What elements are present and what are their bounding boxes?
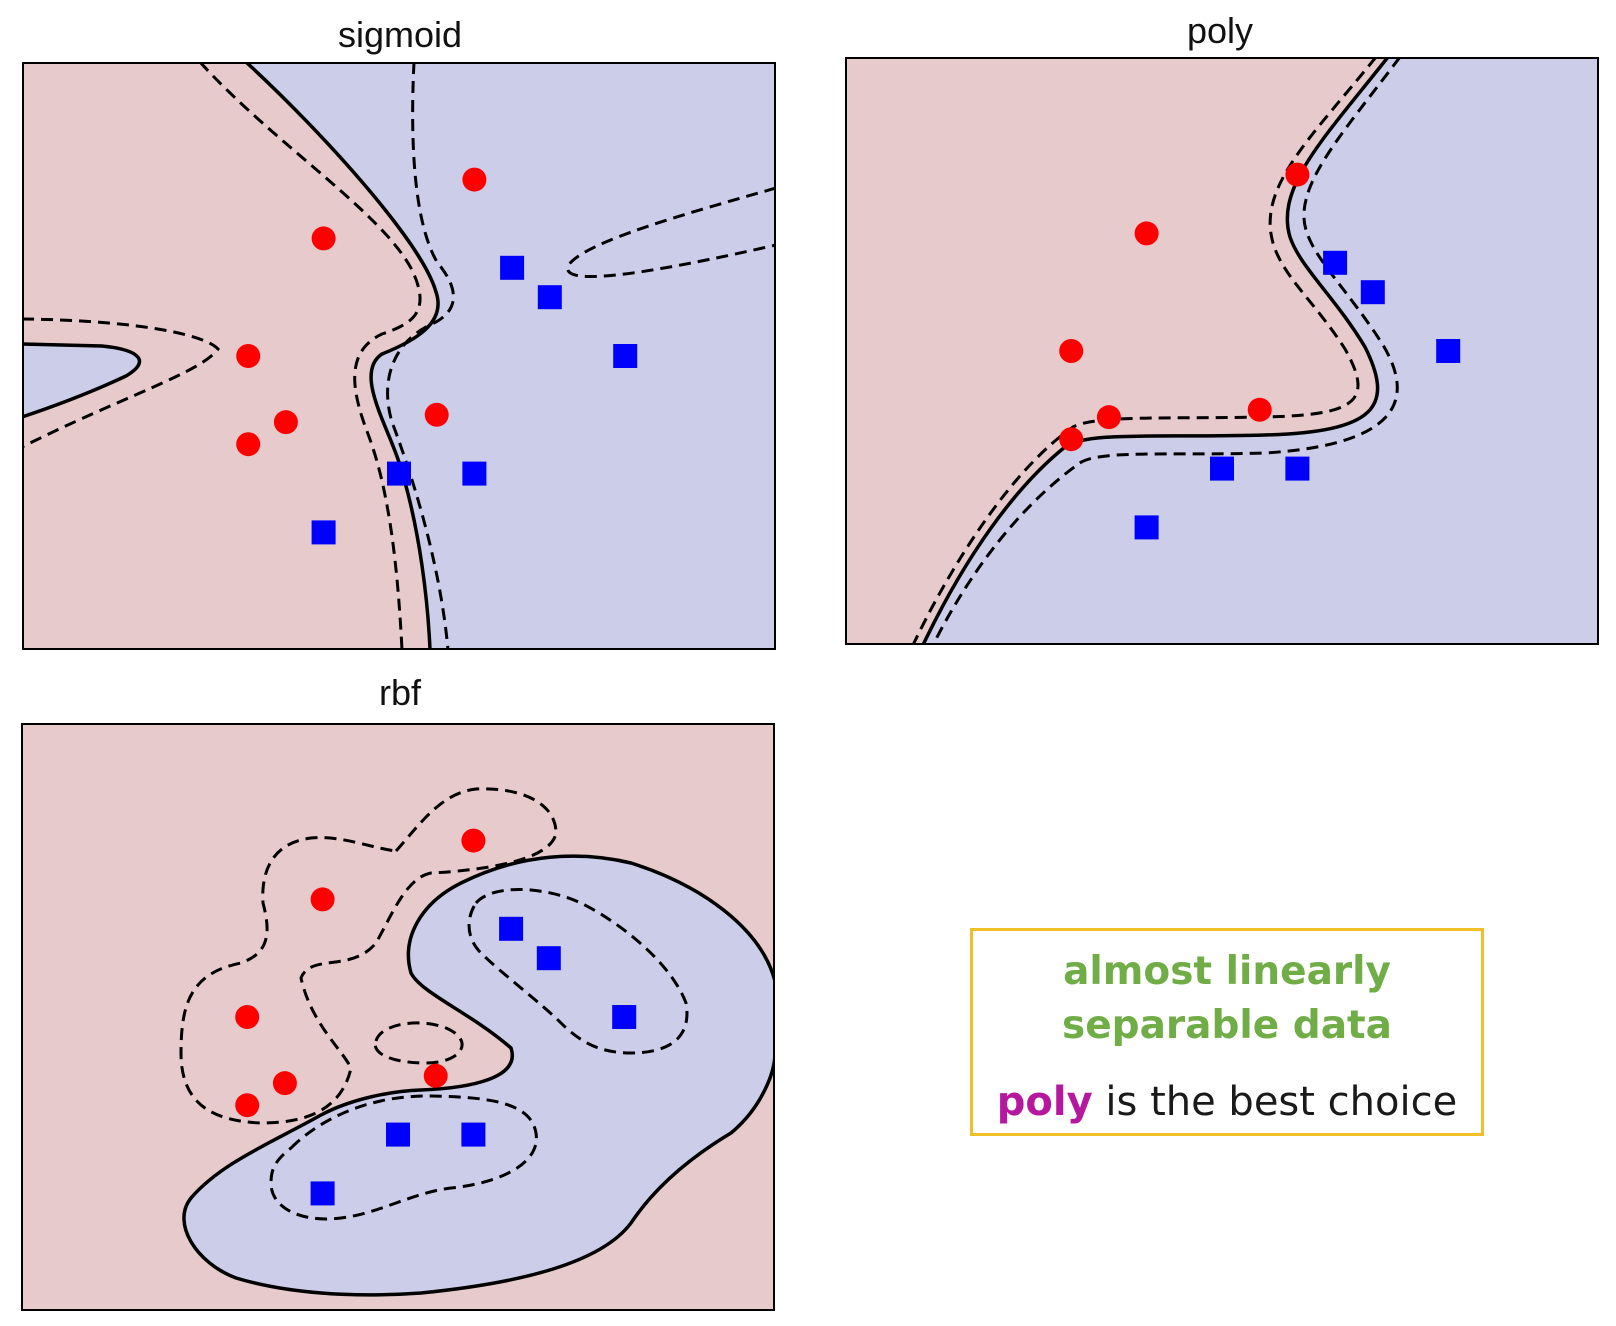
rbf-class-b-point	[536, 946, 561, 971]
poly-class-b-point	[1323, 250, 1348, 275]
rbf-plot	[21, 723, 775, 1311]
rbf-margin-class-a-small-island	[373, 1021, 464, 1065]
sigmoid-decision-boundary	[244, 62, 440, 650]
sigmoid-class-b-point	[387, 461, 411, 486]
sigmoid-class-a-point	[424, 402, 449, 427]
poly-class-a-point	[1059, 427, 1084, 452]
rbf-class-a-point	[461, 828, 486, 853]
poly-title: poly	[1186, 10, 1254, 51]
poly-margin-class-a	[911, 57, 1378, 645]
rbf-class-a-point	[235, 1093, 260, 1118]
poly-class-a-point	[1096, 405, 1121, 430]
poly-class-a-point	[1059, 339, 1084, 363]
rbf-class-b-point	[499, 916, 524, 941]
callout-verdict: poly is the best choice	[973, 1079, 1481, 1125]
sigmoid-margin-left-island	[22, 317, 220, 449]
rbf-margin-class-a-outer	[179, 787, 558, 1125]
poly-class-b-point	[1285, 456, 1310, 481]
poly-plot	[845, 57, 1599, 645]
poly-class-a-point	[1247, 397, 1272, 422]
poly-class-a-point	[1134, 221, 1159, 246]
rbf-class-a-point	[423, 1063, 448, 1088]
callout-heading: almost linearly separable data	[1062, 949, 1392, 1048]
poly-plot-frame	[845, 57, 1599, 645]
sigmoid-class-a-point	[462, 167, 487, 192]
rbf-class-b-point	[612, 1005, 637, 1029]
poly-class-a-point	[1285, 162, 1310, 187]
sigmoid-class-b-point	[537, 285, 562, 310]
poly-region-class-b	[923, 57, 1599, 645]
sigmoid-margin-upper	[386, 62, 455, 650]
conclusion-callout: almost linearly separable data poly is t…	[970, 928, 1484, 1136]
sigmoid-class-b-point	[462, 461, 487, 486]
poly-class-b-point	[1210, 456, 1234, 481]
poly-class-b-point	[1360, 280, 1385, 305]
rbf-margin-class-b-upper	[467, 888, 689, 1055]
sigmoid-class-a-point	[236, 432, 261, 457]
poly-class-b-point	[1134, 515, 1159, 540]
sigmoid-region-class-b-left-island	[22, 344, 140, 417]
sigmoid-plot	[22, 62, 776, 650]
rbf-class-a-point	[272, 1071, 297, 1096]
sigmoid-plot-frame	[22, 62, 776, 650]
sigmoid-class-b-point	[311, 520, 336, 545]
sigmoid-class-b-point	[613, 344, 638, 368]
rbf-class-b-point	[310, 1181, 335, 1206]
sigmoid-left-island-boundary	[22, 342, 142, 419]
rbf-class-a-point	[235, 1005, 260, 1029]
rbf-class-b-point	[461, 1122, 486, 1147]
callout-keyword: poly	[996, 1079, 1093, 1125]
sigmoid-class-b-point	[500, 255, 525, 280]
sigmoid-class-a-point	[311, 226, 336, 251]
rbf-class-b-point	[386, 1122, 410, 1147]
sigmoid-margin-right-island	[566, 186, 776, 278]
sigmoid-class-a-point	[236, 344, 261, 368]
sigmoid-region-class-b	[246, 62, 776, 650]
rbf-title: rbf	[378, 672, 421, 713]
sigmoid-class-a-point	[273, 410, 298, 435]
rbf-plot-frame	[21, 723, 775, 1311]
poly-decision-boundary	[921, 57, 1390, 645]
poly-class-b-point	[1436, 339, 1461, 363]
sigmoid-title: sigmoid	[337, 14, 463, 55]
callout-verdict-rest: is the best choice	[1092, 1079, 1458, 1125]
rbf-margin-class-b-lower	[269, 1094, 538, 1221]
sigmoid-margin-lower	[198, 62, 422, 650]
rbf-class-a-point	[310, 887, 335, 912]
